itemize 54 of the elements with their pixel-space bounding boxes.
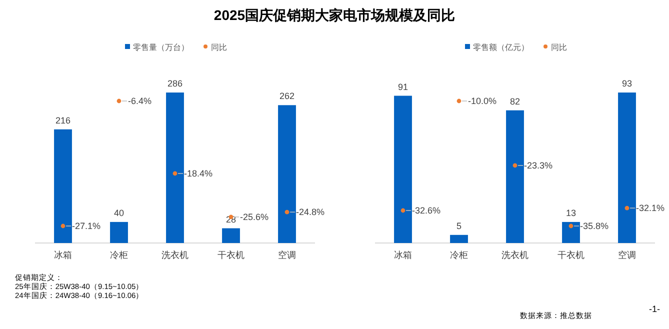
x-tick-label: 洗衣机 (502, 250, 528, 260)
legend-label: 零售额（亿元） (473, 43, 529, 52)
data-label: -24.8% (296, 207, 325, 218)
point (456, 98, 462, 104)
bar (166, 92, 184, 243)
text: -1- (649, 304, 660, 314)
point (400, 208, 406, 213)
point (60, 224, 66, 228)
data-label: 82 (510, 96, 520, 106)
bar (222, 228, 240, 243)
bar (562, 222, 580, 243)
bar (110, 222, 128, 243)
x-tick-label: 空调 (618, 250, 636, 260)
data-label: 13 (566, 208, 576, 218)
data-label: -10.0% (468, 96, 497, 106)
x-tick-label: 空调 (278, 250, 296, 260)
point (624, 206, 630, 210)
chart-title: 2025国庆促销期大家电市场规模及同比 (214, 7, 456, 23)
data-label: -27.1% (72, 221, 101, 231)
x-tick-label: 冰箱 (54, 250, 72, 260)
x-tick-label: 冰箱 (394, 250, 412, 260)
data-label: 262 (279, 91, 295, 102)
point (568, 224, 574, 228)
point (512, 163, 518, 168)
x-tick-label: 干衣机 (558, 250, 584, 260)
x-tick-label: 洗衣机 (162, 250, 188, 260)
data-label: -18.4% (184, 168, 213, 178)
data-label: -23.3% (524, 160, 553, 170)
x-tick-label: 干衣机 (218, 250, 244, 260)
data-label: -25.6% (240, 212, 269, 222)
data-label: 286 (167, 78, 183, 89)
x-tick-label: 冷柜 (450, 250, 468, 260)
data-label: -32.6% (412, 205, 441, 216)
data-label: -35.8% (580, 221, 609, 231)
bar (506, 110, 524, 243)
legend-label: 零售量（万台） (133, 43, 189, 52)
data-label: 40 (114, 208, 124, 218)
point (116, 98, 122, 104)
bar (450, 234, 468, 243)
data-label: 5 (456, 220, 462, 231)
data-label: 216 (55, 115, 71, 126)
point (172, 171, 178, 176)
point (284, 210, 290, 214)
x-tick-label: 冷柜 (110, 250, 128, 260)
bar (394, 96, 412, 243)
data-label: 91 (398, 82, 408, 92)
data-label: 93 (622, 78, 632, 89)
bar (278, 105, 296, 243)
bar (618, 92, 636, 243)
bar (54, 129, 72, 243)
legend-label: 同比 (211, 43, 227, 52)
legend-label: 同比 (551, 43, 567, 52)
data-label: -32.1% (636, 203, 665, 214)
data-label: -6.4% (128, 96, 152, 106)
